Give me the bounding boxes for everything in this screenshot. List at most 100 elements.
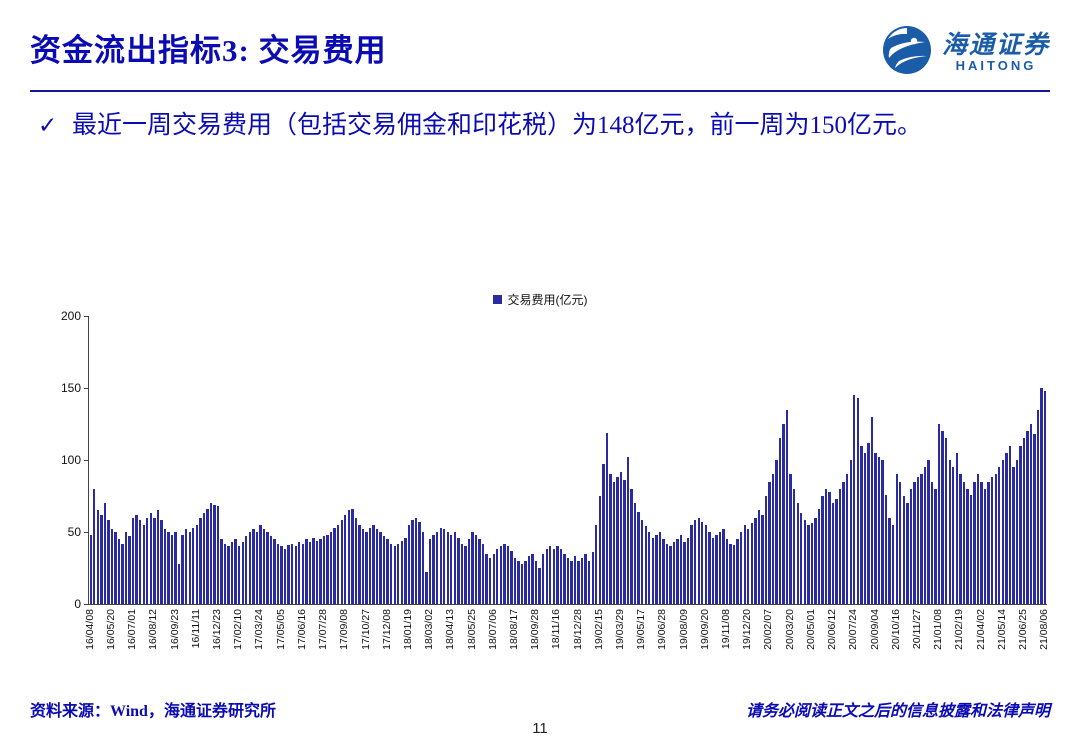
bar xyxy=(743,524,746,604)
bar xyxy=(220,539,223,604)
x-axis-tick-label: 20/11/27 xyxy=(910,609,923,650)
y-axis-tick-label: 50 xyxy=(67,525,81,539)
bar xyxy=(807,524,810,604)
y-axis-tick-label: 150 xyxy=(60,381,81,395)
bar xyxy=(273,539,276,604)
x-axis-tick-label: 16/04/08 xyxy=(83,609,96,650)
bar xyxy=(930,481,934,604)
bar xyxy=(980,481,983,604)
bar xyxy=(867,442,870,604)
bar xyxy=(764,496,768,604)
bar xyxy=(248,532,251,604)
bar xyxy=(460,543,464,604)
x-axis-tick-label: 19/02/15 xyxy=(592,609,605,650)
x-axis-tick-label: 18/01/19 xyxy=(401,609,414,650)
bar xyxy=(230,542,234,604)
slide-header: 资金流出指标3: 交易费用 海通证券 HAITONG xyxy=(30,22,1050,84)
x-axis-tick-label: 16/05/20 xyxy=(104,609,117,650)
bar xyxy=(976,474,980,604)
bar xyxy=(577,560,580,604)
bar xyxy=(421,532,425,604)
y-axis-tick-label: 0 xyxy=(74,597,81,611)
bar xyxy=(789,474,792,604)
bar xyxy=(860,445,863,604)
bar xyxy=(280,546,283,604)
bar xyxy=(655,534,658,604)
title-divider xyxy=(30,90,1050,92)
bar xyxy=(683,542,686,604)
x-axis-tick-label: 20/03/20 xyxy=(783,609,796,650)
bar xyxy=(665,543,669,604)
x-axis-tick-label: 19/05/17 xyxy=(635,609,648,650)
bar xyxy=(443,529,446,604)
x-axis-tick-label: 18/11/16 xyxy=(550,609,563,650)
bar xyxy=(142,524,145,604)
haitong-logo: 海通证券 HAITONG xyxy=(881,24,1050,81)
bar xyxy=(139,520,142,604)
bar xyxy=(1019,445,1022,604)
bar xyxy=(718,532,722,604)
bar xyxy=(874,452,877,604)
bar xyxy=(1033,434,1036,604)
bar xyxy=(573,556,577,604)
bar xyxy=(432,534,435,604)
bar xyxy=(715,534,718,604)
bar xyxy=(969,494,973,604)
bar xyxy=(757,510,761,604)
legend-label: 交易费用(亿元) xyxy=(507,292,588,307)
bar xyxy=(301,543,305,604)
bar xyxy=(1015,460,1019,604)
bar xyxy=(549,546,552,604)
bar xyxy=(287,544,290,604)
bar xyxy=(276,543,280,604)
x-axis-tick-label: 17/06/16 xyxy=(295,609,308,650)
bar xyxy=(534,560,538,604)
haitong-logo-text: 海通证券 HAITONG xyxy=(942,32,1050,73)
bar xyxy=(358,524,361,604)
y-axis-tick-mark xyxy=(84,387,89,389)
bar xyxy=(973,481,976,604)
bar xyxy=(379,532,382,604)
y-axis-tick-label: 100 xyxy=(60,453,81,467)
y-axis-tick-mark xyxy=(84,315,89,317)
bar xyxy=(662,539,665,604)
bar xyxy=(209,503,213,604)
x-axis-tick-label: 17/03/24 xyxy=(253,609,266,650)
source-note: 资料来源：Wind，海通证券研究所 xyxy=(30,703,276,720)
bar xyxy=(96,510,99,604)
bar xyxy=(319,539,322,604)
bar xyxy=(206,508,209,604)
x-axis-tick-label: 21/08/06 xyxy=(1038,609,1051,650)
bar xyxy=(131,517,135,604)
bar xyxy=(453,532,457,604)
bar xyxy=(616,477,619,604)
bar xyxy=(824,488,828,604)
bar xyxy=(269,536,273,604)
bar xyxy=(831,503,835,604)
bar xyxy=(531,553,534,604)
bar xyxy=(987,481,990,604)
x-axis-tick-label: 18/08/17 xyxy=(507,609,520,650)
bar xyxy=(595,524,598,604)
bar xyxy=(255,532,259,604)
bar xyxy=(156,510,160,604)
bar xyxy=(322,536,326,604)
bar xyxy=(916,477,920,604)
bar xyxy=(927,460,930,604)
bar xyxy=(1040,388,1043,604)
bar xyxy=(259,524,262,604)
checkmark-icon: ✓ xyxy=(38,113,58,139)
bar xyxy=(266,532,269,604)
bar xyxy=(637,511,640,604)
bar xyxy=(1001,460,1004,604)
bar xyxy=(782,424,785,604)
x-axis-tick-label: 18/04/13 xyxy=(444,609,457,650)
bar xyxy=(598,496,601,604)
bar xyxy=(821,496,824,604)
bar xyxy=(669,546,672,604)
bar xyxy=(895,474,898,604)
bar xyxy=(998,467,1001,604)
bar xyxy=(771,474,775,604)
bar xyxy=(124,532,128,604)
bar xyxy=(609,474,612,604)
